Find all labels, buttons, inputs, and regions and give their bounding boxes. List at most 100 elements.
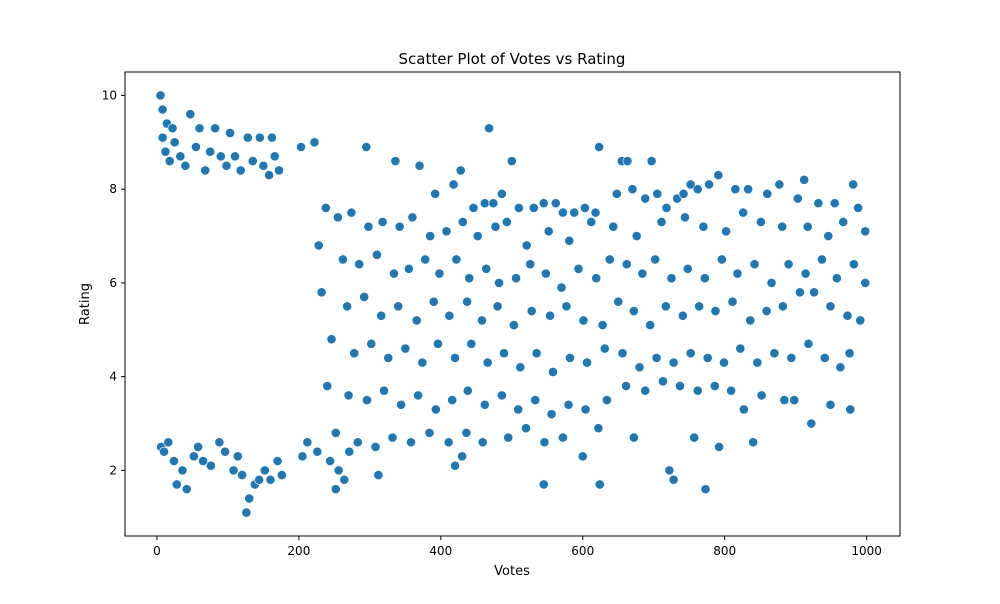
data-point (513, 203, 524, 213)
data-point (548, 367, 558, 377)
data-point (309, 137, 320, 148)
data-point (344, 446, 355, 457)
data-point (829, 198, 840, 209)
data-point (450, 352, 460, 363)
data-point (640, 385, 651, 396)
data-point (220, 446, 230, 457)
data-point (745, 315, 756, 326)
data-point (692, 184, 703, 195)
data-point (276, 470, 287, 480)
data-point (732, 268, 743, 279)
data-point (844, 348, 855, 359)
data-point (393, 301, 404, 312)
data-point (205, 146, 216, 157)
data-point (617, 348, 628, 359)
data-point (343, 390, 354, 401)
data-point (407, 212, 418, 223)
data-point (761, 306, 772, 316)
data-point (521, 423, 531, 434)
data-point (247, 156, 258, 166)
data-point (333, 212, 343, 223)
data-point (646, 156, 657, 166)
data-point (593, 423, 604, 434)
data-point (594, 142, 604, 152)
data-point (322, 381, 333, 391)
y-tick-label: 4 (109, 370, 117, 384)
data-point (411, 315, 422, 326)
data-point (848, 259, 859, 270)
data-point (373, 470, 384, 480)
data-point (769, 348, 780, 359)
data-point (685, 179, 696, 190)
data-point (352, 437, 363, 448)
data-point (577, 451, 588, 462)
data-point (621, 259, 632, 270)
data-point (160, 146, 171, 157)
data-point (694, 301, 705, 312)
data-point (430, 404, 441, 415)
data-point (677, 310, 688, 321)
data-point (668, 357, 679, 368)
data-point (444, 310, 455, 321)
data-point (813, 198, 824, 209)
data-point (645, 320, 656, 330)
data-point (330, 427, 341, 438)
data-point (777, 221, 788, 232)
data-point (749, 259, 760, 270)
data-point (845, 404, 856, 415)
data-point (783, 259, 794, 270)
data-point (181, 484, 192, 495)
data-point (455, 165, 466, 176)
data-point (637, 268, 648, 279)
data-point (464, 273, 475, 284)
data-point (210, 123, 221, 134)
data-point (628, 432, 639, 443)
data-point (225, 128, 235, 138)
data-point (366, 338, 377, 349)
data-point (831, 273, 842, 284)
data-point (564, 235, 575, 246)
data-point (477, 315, 487, 326)
data-point (396, 399, 406, 410)
data-point (164, 156, 175, 166)
y-tick-label: 8 (109, 182, 117, 196)
data-point (501, 217, 512, 227)
data-point (372, 249, 382, 260)
data-point (573, 263, 584, 274)
data-point (346, 207, 357, 218)
y-tick-label: 10 (102, 88, 117, 102)
data-point (370, 442, 381, 452)
data-point (313, 240, 324, 251)
data-point (855, 315, 866, 326)
data-point (259, 465, 270, 476)
data-point (413, 390, 424, 401)
data-point (726, 385, 736, 396)
data-point (387, 432, 398, 443)
data-point (320, 203, 331, 213)
data-point (545, 310, 556, 321)
data-point (457, 451, 468, 462)
data-point (774, 179, 785, 190)
data-point (627, 184, 638, 195)
data-point (167, 123, 178, 134)
data-point (582, 357, 592, 368)
data-point (621, 381, 631, 391)
data-point (709, 381, 720, 391)
data-point (462, 385, 473, 396)
data-point (496, 188, 507, 199)
data-point (704, 179, 714, 190)
data-point (817, 254, 827, 265)
data-point (175, 151, 186, 162)
data-point (511, 273, 521, 284)
data-point (528, 203, 539, 213)
data-point (651, 352, 662, 363)
data-point (561, 301, 572, 312)
data-point (546, 409, 557, 420)
data-point (538, 198, 549, 209)
data-point (242, 132, 253, 143)
data-point (499, 348, 509, 359)
data-point (525, 259, 536, 270)
data-point (661, 203, 672, 213)
data-point (860, 278, 871, 288)
data-point (860, 226, 871, 237)
